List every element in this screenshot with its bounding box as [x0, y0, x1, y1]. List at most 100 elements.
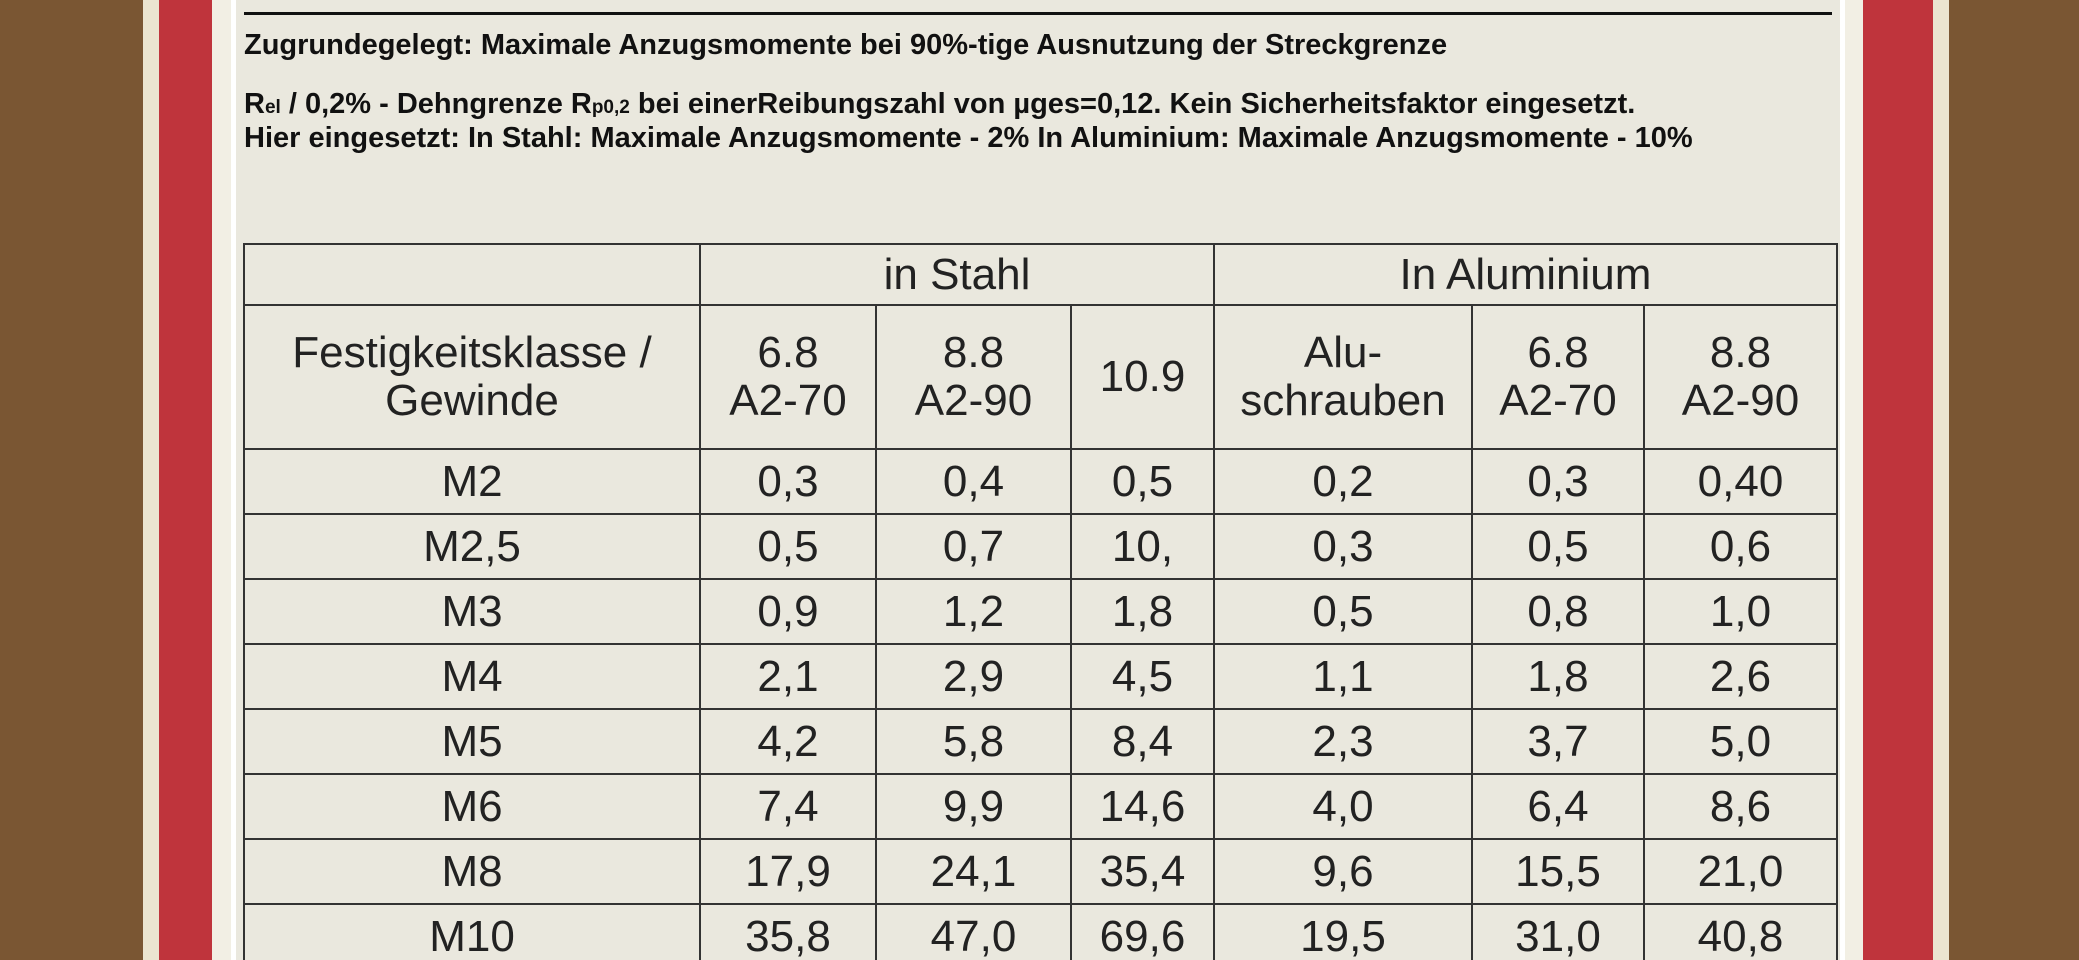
cell: 31,0 [1471, 903, 1645, 960]
cell: 1,8 [1471, 643, 1645, 710]
cell: 69,6 [1070, 903, 1215, 960]
column-header: 6.8 A2-70 [1471, 304, 1645, 450]
header-line: 10.9 [1099, 352, 1186, 401]
data-row: M8 17,9 24,1 35,4 9,6 15,5 21,0 [243, 838, 1838, 905]
header-line: 8.8 [1709, 328, 1772, 377]
rule [244, 12, 1832, 15]
cell: 5,8 [875, 708, 1072, 775]
column-header: 10.9 [1070, 304, 1215, 450]
cell: 35,4 [1070, 838, 1215, 905]
cell: 5,0 [1643, 708, 1838, 775]
cell: 1,2 [875, 578, 1072, 645]
cell: 0,6 [1643, 513, 1838, 580]
column-header: 8.8 A2-90 [1643, 304, 1838, 450]
cell: 10, [1070, 513, 1215, 580]
cell: 9,6 [1213, 838, 1473, 905]
header-line: Gewinde [385, 376, 559, 425]
column-header: 6.8 A2-70 [699, 304, 877, 450]
cell: 1,0 [1643, 578, 1838, 645]
notes: Zugrundegelegt: Maximale Anzugsmomente b… [244, 30, 1834, 154]
cell: 8,4 [1070, 708, 1215, 775]
group-header: In Aluminium [1213, 243, 1838, 306]
note: Rel / 0,2% - Dehngrenze Rp0,2 bei einerR… [244, 89, 1834, 123]
cell: 0,8 [1471, 578, 1645, 645]
header-row: Festigkeitsklasse / Gewinde 6.8 A2-70 8.8 A2-… [243, 304, 1838, 450]
note: Hier eingesetzt: In Stahl: Maximale Anzu… [244, 122, 1693, 154]
cell: 1,8 [1070, 578, 1215, 645]
header-line: schrauben [1240, 376, 1446, 425]
header-line: 6.8 [757, 328, 819, 377]
red-border [1863, 0, 1933, 960]
red-border [159, 0, 212, 960]
border-strip [1840, 0, 1863, 960]
cell: 0,3 [699, 448, 877, 515]
header-line: Alu- [1303, 328, 1383, 377]
cell: 0,3 [1213, 513, 1473, 580]
border-strip [143, 0, 159, 960]
note-text: bei einerReibungszahl von µges=0,12. Kei… [629, 88, 1636, 120]
row-header: M2,5 [243, 513, 701, 580]
note-text: R [244, 88, 265, 120]
cell: 14,6 [1070, 773, 1215, 840]
cell: 8,6 [1643, 773, 1838, 840]
data-row: M10 35,8 47,0 69,6 19,5 31,0 40,8 [243, 903, 1838, 960]
cell: 0,2 [1213, 448, 1473, 515]
row-header: M4 [243, 643, 701, 710]
cell: 0,7 [875, 513, 1072, 580]
cell: 4,0 [1213, 773, 1473, 840]
header-line: 6.8 [1527, 328, 1589, 377]
data-row: M2 0,3 0,4 0,5 0,2 0,3 0,40 [243, 448, 1838, 515]
cell: 35,8 [699, 903, 877, 960]
cell: 0,9 [699, 578, 877, 645]
cell: 2,6 [1643, 643, 1838, 710]
cell: 9,9 [875, 773, 1072, 840]
cell: 2,3 [1213, 708, 1473, 775]
data-row: M5 4,2 5,8 8,4 2,3 3,7 5,0 [243, 708, 1838, 775]
cell: 0,40 [1643, 448, 1838, 515]
cell: 4,2 [699, 708, 877, 775]
cell: 0,3 [1471, 448, 1645, 515]
row-header: M10 [243, 903, 701, 960]
row-header: M3 [243, 578, 701, 645]
torque-table: in Stahl In Aluminium Festigkeitsklasse / G… [243, 243, 1838, 960]
cell: 7,4 [699, 773, 877, 840]
cell: 2,9 [875, 643, 1072, 710]
cell: 0,4 [875, 448, 1072, 515]
cell: 21,0 [1643, 838, 1838, 905]
cell: 19,5 [1213, 903, 1473, 960]
header-line: A2-70 [729, 376, 847, 425]
row-header: M5 [243, 708, 701, 775]
group-row: in Stahl In Aluminium [243, 243, 1838, 306]
header-line: 8.8 [942, 328, 1005, 377]
cell: 0,5 [699, 513, 877, 580]
column-header: Festigkeitsklasse / Gewinde [243, 304, 701, 450]
cell: 4,5 [1070, 643, 1215, 710]
row-header: M2 [243, 448, 701, 515]
note-text: / 0,2% - Dehngrenze R [280, 88, 592, 120]
cell: 0,5 [1471, 513, 1645, 580]
data-row: M3 0,9 1,2 1,8 0,5 0,8 1,0 [243, 578, 1838, 645]
panel: Zugrundegelegt: Maximale Anzugsmomente b… [236, 0, 1840, 960]
header-line: A2-70 [1499, 376, 1617, 425]
row-header: M6 [243, 773, 701, 840]
cell: 3,7 [1471, 708, 1645, 775]
subscript: p0,2 [591, 97, 630, 118]
group-header: in Stahl [699, 243, 1215, 306]
cell: 24,1 [875, 838, 1072, 905]
column-header: 8.8 A2-90 [875, 304, 1072, 450]
header-line: Festigkeitsklasse / [292, 328, 652, 377]
row-header: M8 [243, 838, 701, 905]
cell: 40,8 [1643, 903, 1838, 960]
cell: 2,1 [699, 643, 877, 710]
column-header: Alu-schrauben [1213, 304, 1473, 450]
header-line: A2-90 [1681, 376, 1800, 425]
cell: 17,9 [699, 838, 877, 905]
cell: 47,0 [875, 903, 1072, 960]
cell: 6,4 [1471, 773, 1645, 840]
border-strip [1933, 0, 1949, 960]
data-row: M2,5 0,5 0,7 10, 0,3 0,5 0,6 [243, 513, 1838, 580]
header-line: A2-90 [914, 376, 1033, 425]
header-cell [243, 243, 701, 306]
data-row: M6 7,4 9,9 14,6 4,0 6,4 8,6 [243, 773, 1838, 840]
